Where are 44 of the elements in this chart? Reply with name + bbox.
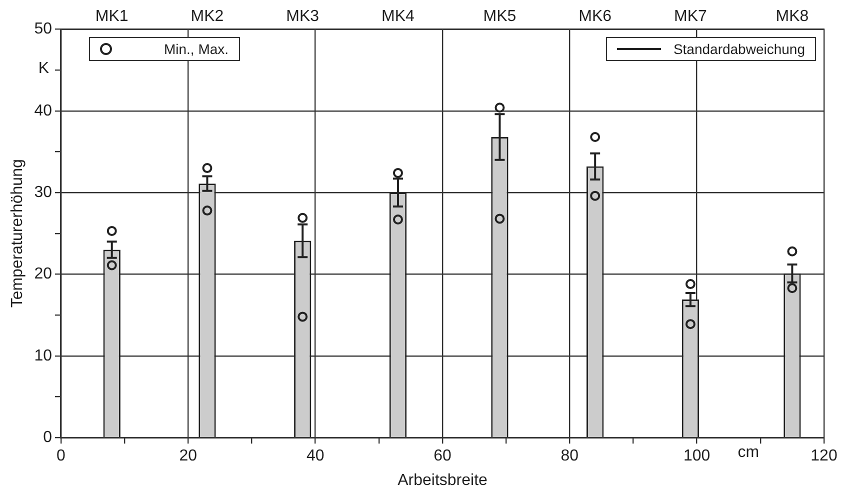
point	[494, 102, 505, 113]
x-tick-label: 100	[683, 448, 710, 465]
y-axis-title: Temperaturerhöhung	[9, 159, 26, 308]
x-tick-label: 0	[56, 448, 66, 465]
text: MK6	[578, 8, 612, 26]
y-tick-label: 30	[34, 184, 52, 201]
point	[298, 312, 308, 322]
point	[787, 283, 798, 294]
y-tick-label: 0	[43, 429, 52, 446]
point	[494, 214, 505, 224]
text: MK3	[286, 8, 320, 26]
text: MK1	[95, 8, 128, 26]
point	[590, 132, 600, 142]
text: MK7	[674, 8, 708, 26]
x-tick-label: 60	[434, 448, 452, 465]
y-tick-label: 10	[34, 347, 52, 364]
point	[106, 226, 117, 236]
text: MK8	[776, 8, 809, 26]
text: MK4	[382, 8, 415, 26]
y-tick-label: 50	[34, 20, 52, 38]
text: K	[36, 60, 51, 78]
point	[392, 168, 403, 178]
x-tick-label: 40	[306, 448, 324, 465]
y-tick-label: 20	[34, 266, 52, 283]
point	[590, 190, 600, 201]
point	[787, 246, 798, 256]
legend-box: Min., Max.	[88, 37, 240, 62]
text: cm	[736, 444, 762, 462]
text: MK5	[483, 8, 516, 26]
point	[298, 212, 308, 223]
point	[392, 214, 403, 225]
point	[685, 279, 696, 290]
point	[106, 260, 117, 270]
point	[202, 206, 212, 216]
x-axis-title: Arbeitsbreite	[398, 472, 488, 489]
x-tick-label: 80	[560, 448, 579, 465]
legend-box: Standardabweichung	[606, 37, 816, 62]
x-tick-label: 120	[810, 448, 838, 465]
x-tick-label: 20	[179, 448, 198, 465]
text: MK2	[190, 8, 224, 26]
annotation: Standardabweichung	[673, 41, 805, 58]
y-tick-label: 40	[34, 102, 52, 120]
point	[202, 163, 212, 174]
point	[685, 319, 696, 330]
